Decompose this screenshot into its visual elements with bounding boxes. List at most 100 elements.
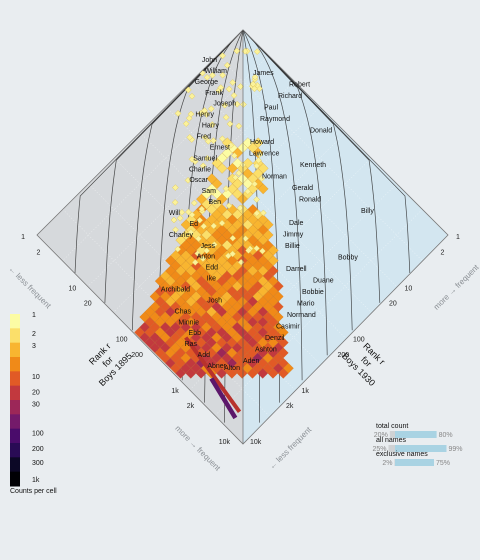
colorbar-swatch [10,371,20,387]
left-name-label: Ernest [210,144,230,151]
right-name-label: Raymond [260,116,290,123]
left-tick-label: 1k [171,388,179,395]
balance-left-bar [389,431,395,438]
right-tick-label: 10k [250,439,262,446]
right-panel-background [243,30,448,444]
name-marker [172,226,179,234]
heatmap-cell [277,368,289,379]
right-name-label: James [253,70,274,77]
name-marker [184,86,192,94]
name-marker [225,202,233,210]
name-marker [259,247,266,255]
name-labels: John William George Frank Joseph Henry Harry Fr… [161,57,375,372]
left-name-label: Josh [207,297,222,304]
name-marker [209,71,216,79]
name-marker [182,120,190,128]
center-name-label: Alton [224,365,240,372]
balance-row-label: exclusive names [376,451,428,458]
colorbar-label: 30 [32,401,40,408]
colorbar-label: 2 [32,331,36,338]
name-marker [187,110,195,118]
left-name-label: Ras [185,341,198,348]
colorbar-swatch [10,400,20,415]
balance-right-bar [395,459,434,466]
exclusive-strip-segment [184,336,242,413]
name-marker [231,152,238,159]
right-name-label: Lawrence [249,151,279,158]
right-tick-label: 20 [389,301,397,308]
name-marker [217,84,225,91]
right-tick-label: 10 [405,285,413,292]
left-name-label: Frank [205,90,223,97]
left-name-label: Minnie [178,319,199,326]
left-name-label: Charlie [189,166,211,173]
right-name-label: Gerald [292,185,313,192]
grid-line [62,55,269,261]
name-marker [210,241,218,248]
colorbar-label: 100 [32,431,44,438]
name-marker [236,204,244,212]
right-name-label: Denzil [265,335,285,342]
right-tick-label: 1k [302,388,310,395]
left-name-label: Samuel [193,155,217,162]
balance-left-value: 2% [382,460,392,467]
right-tick-label: 2 [440,249,444,256]
balance-left-bar [394,459,395,466]
heatmap-cell [185,368,197,379]
right-name-label: Mario [297,300,315,307]
name-marker [232,174,239,181]
left-name-label: Jess [201,243,216,250]
name-marker [188,155,196,163]
right-name-label: Howard [250,139,274,146]
right-name-label: Billie [285,243,300,250]
name-marker [203,155,211,162]
left-tick-label: 10k [219,439,231,446]
name-markers [170,47,267,266]
name-marker [178,208,186,216]
left-name-label: John [202,57,217,64]
left-name-label: Sam [202,188,217,195]
name-marker [237,83,244,90]
right-name-label: Jimmy [283,231,304,238]
right-name-label: Bobbie [302,289,324,296]
colorbar-swatch [10,414,20,430]
name-marker [207,105,215,113]
left-name-label: Archibald [161,287,190,294]
left-name-label: Ben [209,199,222,206]
heatmap-cell [267,368,279,379]
name-marker [199,255,207,263]
left-tick-label: 2 [37,249,41,256]
colorbar-swatch [10,342,20,358]
grid-line [88,81,295,287]
left-top-direction-label: ← less frequent [7,264,54,311]
name-marker [219,71,226,79]
left-name-label: Ebb [189,330,202,337]
name-marker [253,196,260,203]
name-marker [188,92,196,100]
name-marker [235,169,243,177]
heatmap-cell [216,368,227,379]
balance-left-value: 20% [374,432,388,439]
name-marker [210,222,218,230]
left-name-label: Edd [206,265,219,272]
name-marker [255,157,262,164]
name-marker [226,120,234,128]
heatmap-cell [257,183,269,195]
name-marker [208,121,216,128]
name-marker [245,247,252,254]
colorbar-label: 200 [32,446,44,453]
left-name-label: Joseph [213,101,236,108]
colorbar-label: 3 [32,343,36,350]
grid-line [190,183,397,389]
contour-line [242,29,303,381]
heatmap-cell [175,368,186,379]
right-name-label: Kenneth [300,162,326,169]
left-name-label: Abner [207,363,226,370]
name-marker [170,216,178,224]
name-marker [188,211,196,219]
left-name-label: George [195,79,218,86]
axis-ticks: 1 1 2 2 10 10 20 20 100 100 200 200 1k 1k 2k 2k 10k 10k [21,234,460,446]
name-marker [242,235,249,242]
name-marker [196,216,204,224]
